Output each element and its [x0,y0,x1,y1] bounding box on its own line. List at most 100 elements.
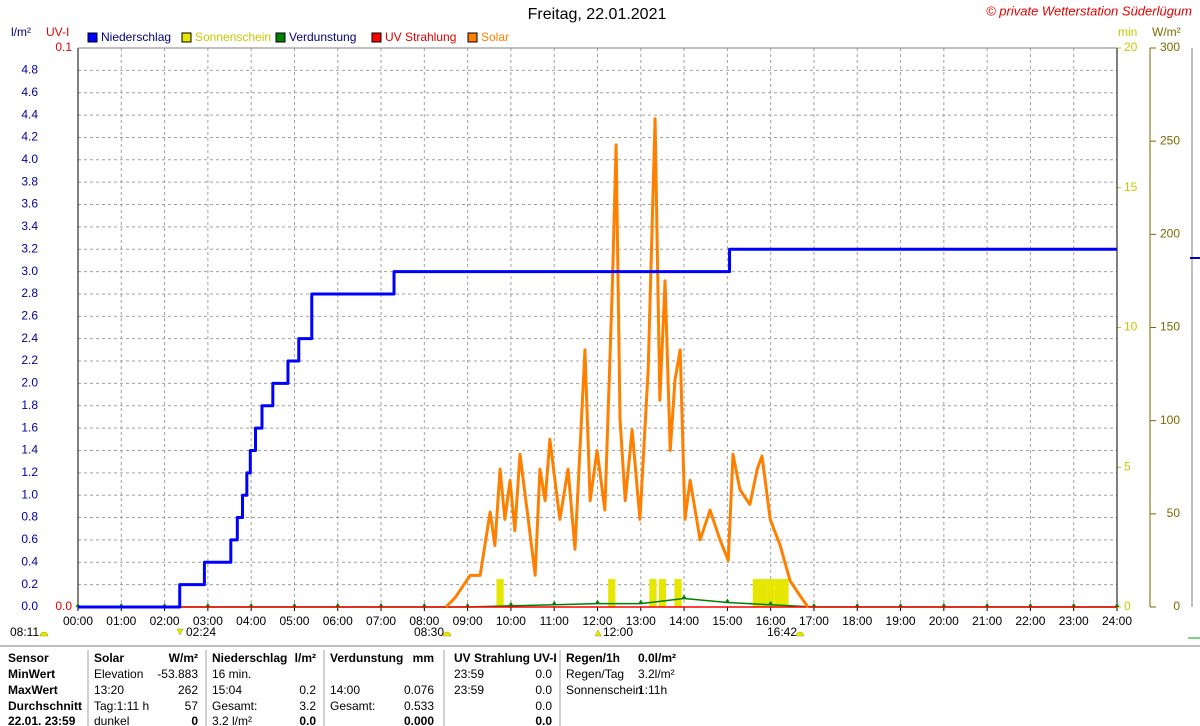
sunshine-bar [649,579,657,607]
y2-tick-label: 250 [1160,133,1180,147]
series-marker [421,603,427,607]
x-tick-label: 03:00 [193,614,223,628]
time-marker [39,631,49,637]
legend-swatch [275,32,286,43]
series-marker [811,603,817,607]
table-cell: Tag:1:11 h [94,699,149,713]
y2-tick-label: 50 [1167,506,1181,520]
table-cell: Regen/1h [566,651,620,665]
table-cell: Niederschlag [212,651,287,665]
time-annotation: 02:24 [186,625,216,639]
x-tick-label: 04:00 [236,614,266,628]
table-cell: 0.000 [404,714,434,726]
x-tick-label: 09:00 [453,614,483,628]
copyright: © private Wetterstation Süderlügum [986,3,1192,18]
table-cell: 0.533 [404,699,434,713]
x-tick-label: 00:00 [63,614,93,628]
legend-swatch [87,32,98,43]
series-marker [898,603,904,607]
legend-label: Sonnenschein [195,30,271,44]
table-cell: 3.2 l/m² [212,714,252,726]
table-cell: 0.0 [535,667,552,681]
legend-label: Niederschlag [101,30,171,44]
series-marker [335,603,341,607]
min-axis-unit: min [1118,25,1137,39]
x-tick-label: 22:00 [1015,614,1045,628]
min-tick-label: 20 [1124,40,1138,54]
min-tick-label: 0 [1124,599,1131,613]
y-axis-unit: l/m² [11,25,31,39]
y-tick-label: 2.8 [21,286,38,300]
table-cell: 1:11h [638,683,667,697]
x-tick-label: 13:00 [626,614,656,628]
x-tick-label: 15:00 [712,614,742,628]
table-cell: -53.883 [157,667,198,681]
table-cell: Elevation [94,667,143,681]
table-cell: 0.0 [299,714,316,726]
x-tick-label: 16:00 [756,614,786,628]
y-tick-label: 2.6 [21,308,38,322]
min-tick-label: 5 [1124,459,1131,473]
legend-label: Solar [481,30,509,44]
y-tick-label: 4.8 [21,63,38,77]
series-line [78,247,1117,609]
legend-swatch [467,32,478,43]
table-cell: 57 [185,699,199,713]
legend-swatch [371,32,382,43]
table-cell: dunkel [94,714,129,726]
sunshine-bar [759,579,767,607]
series-marker [984,603,990,607]
y-tick-label: 3.6 [21,197,38,211]
table-cell: 22.01. 23:59 [8,714,76,726]
y2-tick-label: 100 [1160,413,1180,427]
table-cell: Sonnenschein [566,683,642,697]
y2-tick-label: 300 [1160,40,1180,54]
table-cell: 0.0l/m² [638,651,676,665]
series-marker [248,603,254,607]
x-tick-label: 24:00 [1102,614,1132,628]
y2-axis-unit: W/m² [1152,25,1181,39]
time-marker [594,629,602,637]
table-cell: Verdunstung [330,651,403,665]
y-tick-label: 1.0 [21,487,38,501]
table-cell: Solar [94,651,124,665]
x-tick-label: 19:00 [886,614,916,628]
table-cell: mm [413,651,434,665]
x-tick-label: 20:00 [929,614,959,628]
table-cell: 14:00 [330,683,360,697]
x-tick-label: 18:00 [842,614,872,628]
x-tick-label: 23:00 [1059,614,1089,628]
sunshine-bar [674,579,682,607]
table-cell: UV Strahlung UV-I [454,651,557,665]
sunshine-bar [752,579,760,607]
time-annotation: 08:30 [414,625,444,639]
table-separators [87,650,561,726]
sunshine-bar [774,579,782,607]
series-marker [378,603,384,607]
series-marker [681,594,687,599]
table-cell: 0.0 [535,714,552,726]
legend-label: Verdunstung [289,30,356,44]
table-cell: 0.0 [535,699,552,713]
table-cell: Sensor [8,651,49,665]
sunshine-bar [658,579,667,607]
table-cell: l/m² [295,651,316,665]
table-cell: 16 min. [212,667,251,681]
table-cell: Gesamt: [330,699,375,713]
x-tick-label: 21:00 [972,614,1002,628]
y-tick-label: 4.6 [21,85,38,99]
y-tick-label: 2.2 [21,353,38,367]
uv-tick-label: 0.0 [55,599,72,613]
legend-swatch [181,32,192,43]
series-marker [1027,603,1033,607]
table-cell: 0 [191,714,198,726]
y-tick-label: 0.0 [21,599,38,613]
uv-axis-unit: UV-I [46,25,69,39]
time-marker [795,631,805,637]
series-marker [1071,603,1077,607]
series-marker [205,603,211,607]
min-tick-label: 10 [1124,320,1138,334]
